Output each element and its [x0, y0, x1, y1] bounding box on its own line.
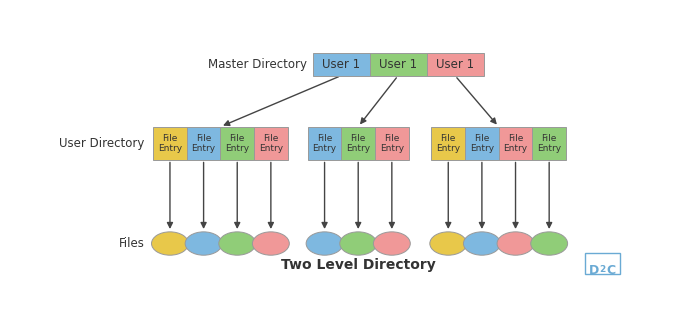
- Text: File
Entry: File Entry: [470, 134, 494, 153]
- Ellipse shape: [497, 232, 534, 255]
- FancyBboxPatch shape: [465, 127, 498, 160]
- Ellipse shape: [306, 232, 343, 255]
- Ellipse shape: [151, 232, 188, 255]
- Ellipse shape: [185, 232, 222, 255]
- Text: File
Entry: File Entry: [259, 134, 283, 153]
- FancyBboxPatch shape: [342, 127, 375, 160]
- Text: File
Entry: File Entry: [436, 134, 461, 153]
- FancyBboxPatch shape: [254, 127, 288, 160]
- Text: File
Entry: File Entry: [503, 134, 528, 153]
- Text: D: D: [589, 264, 599, 277]
- FancyBboxPatch shape: [313, 52, 370, 76]
- FancyBboxPatch shape: [426, 52, 484, 76]
- Ellipse shape: [219, 232, 256, 255]
- Ellipse shape: [430, 232, 467, 255]
- Text: File
Entry: File Entry: [312, 134, 337, 153]
- Text: File
Entry: File Entry: [225, 134, 249, 153]
- FancyBboxPatch shape: [375, 127, 409, 160]
- FancyBboxPatch shape: [308, 127, 342, 160]
- Text: File
Entry: File Entry: [346, 134, 370, 153]
- Ellipse shape: [463, 232, 500, 255]
- Text: User Directory: User Directory: [59, 137, 144, 150]
- Text: User 1: User 1: [379, 58, 417, 70]
- FancyBboxPatch shape: [187, 127, 220, 160]
- Text: C: C: [607, 264, 616, 277]
- FancyBboxPatch shape: [533, 127, 566, 160]
- Text: 2: 2: [599, 265, 605, 274]
- Text: Two Level Directory: Two Level Directory: [281, 258, 436, 272]
- Ellipse shape: [531, 232, 568, 255]
- FancyBboxPatch shape: [153, 127, 187, 160]
- Ellipse shape: [373, 232, 410, 255]
- Text: Master Directory: Master Directory: [208, 58, 307, 70]
- Text: User 1: User 1: [436, 58, 474, 70]
- Text: File
Entry: File Entry: [192, 134, 216, 153]
- Text: User 1: User 1: [322, 58, 360, 70]
- FancyBboxPatch shape: [220, 127, 254, 160]
- Ellipse shape: [340, 232, 377, 255]
- Ellipse shape: [253, 232, 289, 255]
- FancyBboxPatch shape: [498, 127, 533, 160]
- Text: File
Entry: File Entry: [158, 134, 182, 153]
- FancyBboxPatch shape: [431, 127, 465, 160]
- FancyBboxPatch shape: [370, 52, 426, 76]
- Text: Files: Files: [118, 237, 144, 250]
- Text: File
Entry: File Entry: [537, 134, 561, 153]
- Text: File
Entry: File Entry: [380, 134, 404, 153]
